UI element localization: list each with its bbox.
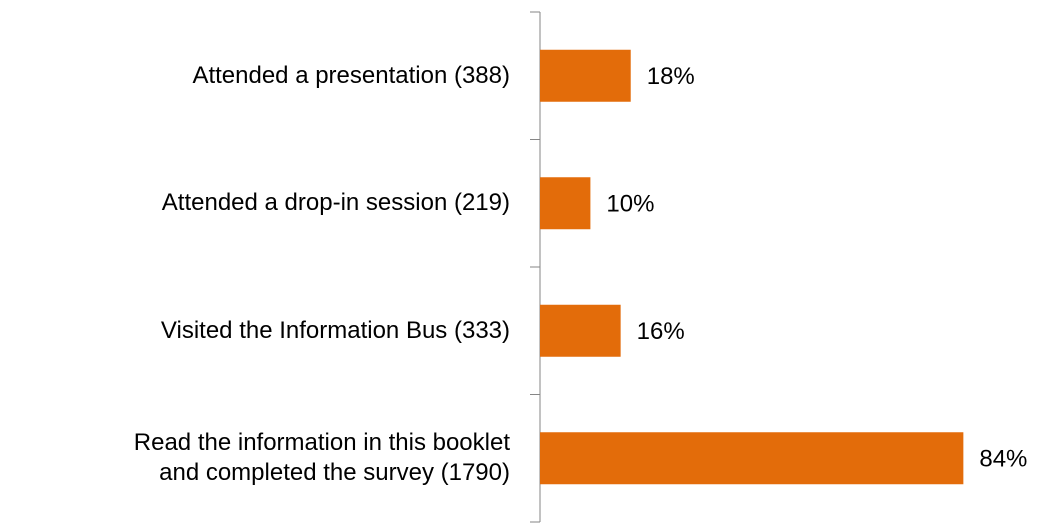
bar [540,49,631,102]
value-label: 10% [606,191,654,218]
category-label: Attended a drop-in session (219) [161,189,510,217]
bar [540,432,964,485]
bar [540,177,591,230]
category-label: Visited the Information Bus (333) [160,316,510,344]
value-label: 84% [979,446,1027,473]
value-label: 18% [647,63,695,90]
category-label: Attended a presentation (388) [192,61,510,89]
bar [540,304,621,357]
category-label: Read the information in this booklet and… [133,429,510,487]
value-label: 16% [637,318,685,345]
